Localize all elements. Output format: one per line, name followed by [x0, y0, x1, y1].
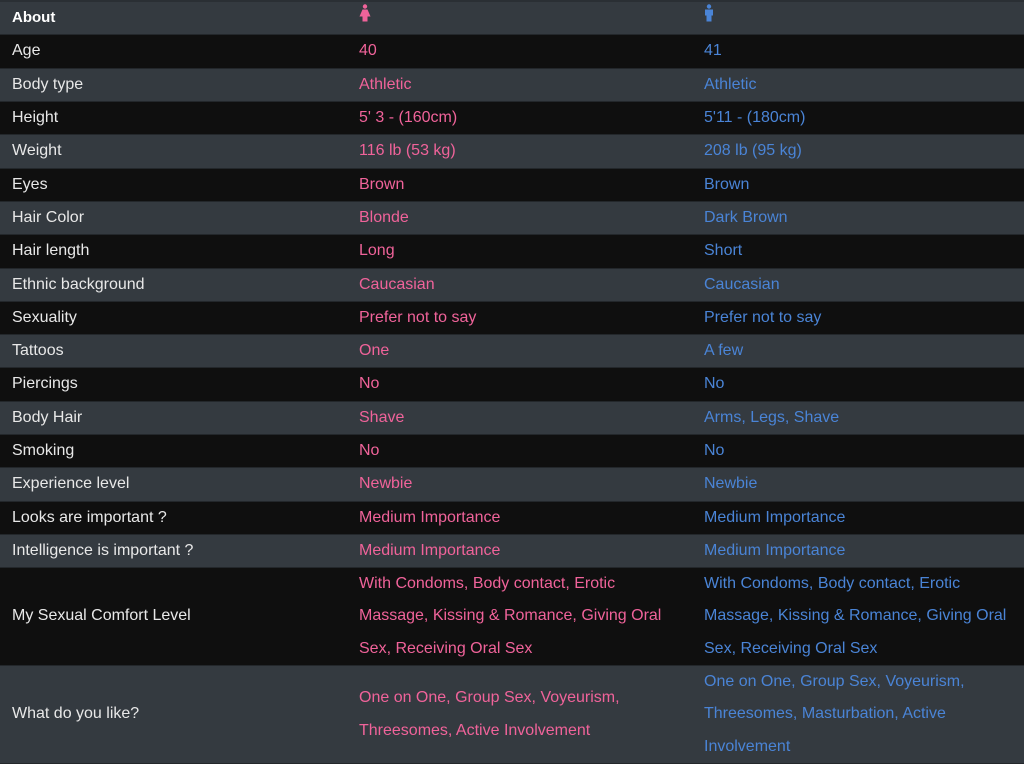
about-heading: About — [12, 9, 56, 27]
male-value: Dark Brown — [704, 208, 788, 226]
header-row: About — [0, 2, 1024, 35]
female-icon — [359, 2, 371, 34]
row-label: Weight — [12, 142, 62, 160]
female-value: No — [359, 375, 380, 393]
male-value: Brown — [704, 175, 750, 193]
female-value: Shave — [359, 408, 405, 426]
male-value: Medium Importance — [704, 541, 846, 559]
row-label: Body Hair — [12, 408, 83, 426]
row-label: Eyes — [12, 175, 48, 193]
row-label: Tattoos — [12, 342, 64, 360]
female-value: Athletic — [359, 75, 412, 93]
table-row: Age 40 41 — [0, 34, 1024, 69]
table-row: Hair Color Blonde Dark Brown — [0, 201, 1024, 235]
table-row: Eyes Brown Brown — [0, 168, 1024, 202]
female-value: Medium Importance — [359, 541, 501, 559]
female-value: Blonde — [359, 208, 409, 226]
row-label: Looks are important ? — [12, 508, 167, 526]
table-row: Sexuality Prefer not to say Prefer not to … — [0, 301, 1024, 335]
table-row: Tattoos One A few — [0, 334, 1024, 368]
female-value: Long — [359, 242, 395, 260]
female-value: Medium Importance — [359, 508, 501, 526]
female-value: 5' 3 - (160cm) — [359, 109, 458, 127]
table-row: Weight 116 lb (53 kg) 208 lb (95 kg) — [0, 134, 1024, 169]
male-value: With Condoms, Body contact, Erotic Massa… — [704, 575, 1007, 657]
male-value: A few — [704, 342, 744, 360]
table-row: What do you like? One on One, Group Sex, … — [0, 665, 1024, 764]
male-value: Prefer not to say — [704, 308, 822, 326]
row-label: My Sexual Comfort Level — [12, 607, 191, 625]
female-value: Prefer not to say — [359, 308, 477, 326]
row-label: What do you like? — [12, 705, 140, 723]
male-value: One on One, Group Sex, Voyeurism, Threes… — [704, 673, 965, 755]
female-value: With Condoms, Body contact, Erotic Massa… — [359, 575, 662, 657]
table-row: My Sexual Comfort Level With Condoms, Bod… — [0, 567, 1024, 666]
row-label: Sexuality — [12, 308, 77, 326]
female-value: Brown — [359, 175, 405, 193]
row-label: Body type — [12, 75, 84, 93]
table-row: Looks are important ? Medium Importance Me… — [0, 501, 1024, 535]
row-label: Smoking — [12, 441, 75, 459]
male-value: 5'11 - (180cm) — [704, 109, 806, 127]
row-label: Intelligence is important ? — [12, 541, 194, 559]
female-value: One — [359, 342, 390, 360]
table-row: Intelligence is important ? Medium Import… — [0, 534, 1024, 568]
female-value: 116 lb (53 kg) — [359, 142, 456, 160]
male-value: Short — [704, 242, 743, 260]
row-label: Height — [12, 109, 59, 127]
female-value: Newbie — [359, 475, 413, 493]
table-row: Piercings No No — [0, 367, 1024, 402]
female-value: No — [359, 441, 380, 459]
row-label: Ethnic background — [12, 275, 145, 293]
table-row: Height 5' 3 - (160cm) 5'11 - (180cm) — [0, 101, 1024, 135]
row-label: Hair Color — [12, 208, 85, 226]
row-label: Age — [12, 42, 41, 60]
male-icon — [704, 2, 714, 34]
male-value: 208 lb (95 kg) — [704, 142, 802, 160]
row-label: Piercings — [12, 375, 78, 393]
row-label: Experience level — [12, 475, 130, 493]
row-label: Hair length — [12, 242, 90, 260]
male-value: Caucasian — [704, 275, 780, 293]
male-value: Newbie — [704, 475, 758, 493]
male-value: No — [704, 375, 725, 393]
male-value: Athletic — [704, 75, 757, 93]
male-value: Arms, Legs, Shave — [704, 408, 840, 426]
male-value: Medium Importance — [704, 508, 846, 526]
table-row: Ethnic background Caucasian Caucasian — [0, 268, 1024, 302]
table-row: Smoking No No — [0, 434, 1024, 468]
table-row: Experience level Newbie Newbie — [0, 467, 1024, 502]
male-value: No — [704, 441, 725, 459]
table-row: Hair length Long Short — [0, 234, 1024, 268]
female-value: 40 — [359, 42, 377, 60]
female-value: One on One, Group Sex, Voyeurism, Threes… — [359, 689, 620, 739]
table-row: Body type Athletic Athletic — [0, 68, 1024, 102]
female-value: Caucasian — [359, 275, 435, 293]
table-row: Body Hair Shave Arms, Legs, Shave — [0, 401, 1024, 435]
male-value: 41 — [704, 42, 722, 60]
